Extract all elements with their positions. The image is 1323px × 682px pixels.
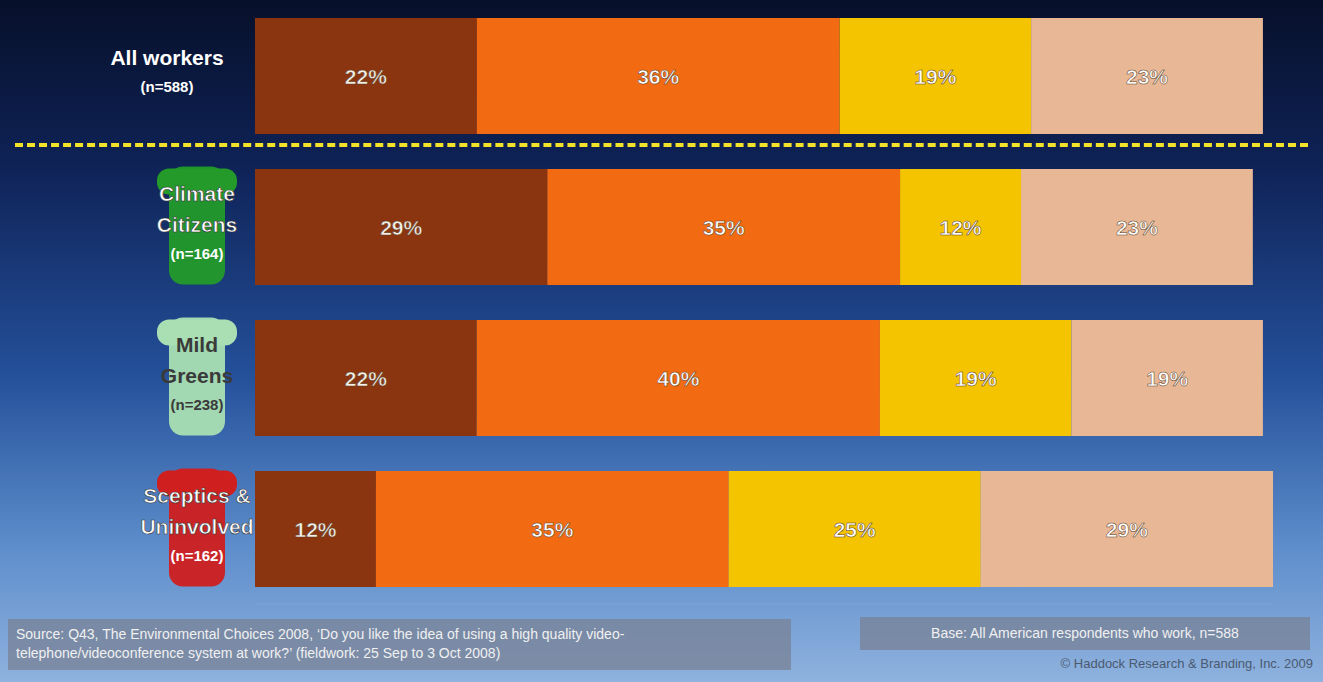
svg-text:40%: 40% — [657, 367, 699, 390]
svg-text:29%: 29% — [380, 216, 422, 239]
svg-text:12%: 12% — [294, 518, 336, 541]
svg-text:(n=162): (n=162) — [171, 547, 224, 564]
svg-text:Mild: Mild — [176, 333, 218, 356]
svg-text:22%: 22% — [345, 65, 387, 88]
svg-text:(n=588): (n=588) — [141, 78, 194, 95]
svg-text:Climate: Climate — [159, 182, 235, 205]
svg-text:(n=238): (n=238) — [171, 396, 224, 413]
html-text:Base: All American respondents: Base: All American respondents who work,… — [931, 625, 1239, 641]
svg-text:Citizens: Citizens — [157, 213, 238, 236]
svg-text:35%: 35% — [703, 216, 745, 239]
svg-text:Sceptics &: Sceptics & — [143, 484, 250, 507]
html-text:© Haddock Research & Branding,: © Haddock Research & Branding, Inc. 2009 — [1060, 656, 1313, 671]
svg-text:19%: 19% — [914, 65, 956, 88]
svg-text:22%: 22% — [345, 367, 387, 390]
svg-text:(n=164): (n=164) — [171, 245, 224, 262]
svg-text:36%: 36% — [637, 65, 679, 88]
svg-text:25%: 25% — [834, 518, 876, 541]
html-text:Source: Q43, The Environmental: Source: Q43, The Environmental Choices 2… — [16, 626, 625, 661]
svg-text:19%: 19% — [955, 367, 997, 390]
svg-text:19%: 19% — [1146, 367, 1188, 390]
svg-text:All workers: All workers — [110, 46, 223, 69]
svg-text:29%: 29% — [1106, 518, 1148, 541]
svg-text:23%: 23% — [1126, 65, 1168, 88]
svg-text:Uninvolved: Uninvolved — [140, 515, 253, 538]
svg-text:23%: 23% — [1116, 216, 1158, 239]
svg-text:12%: 12% — [940, 216, 982, 239]
svg-text:Greens: Greens — [161, 364, 233, 387]
svg-text:35%: 35% — [531, 518, 573, 541]
